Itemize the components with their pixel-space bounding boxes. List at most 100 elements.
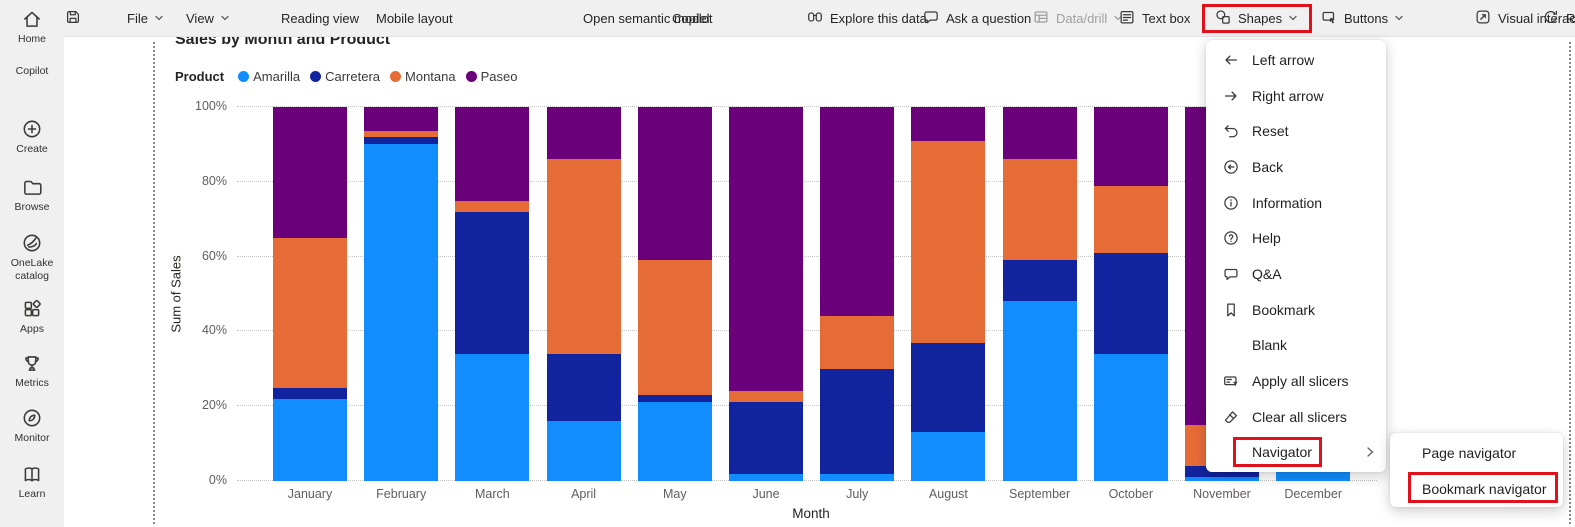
menu-item-navigator[interactable]: Navigator <box>1206 435 1386 471</box>
menu-item-information[interactable]: Information <box>1206 185 1386 221</box>
menu-item-q-a[interactable]: Q&A <box>1206 256 1386 292</box>
bar-segment-may-montana[interactable] <box>637 260 712 395</box>
legend-item-carretera[interactable]: Carretera <box>310 69 380 84</box>
toolbar-item-copilot[interactable]: Copilot <box>672 10 713 26</box>
bar-segment-august-amarilla[interactable] <box>911 432 986 481</box>
toolbar-item-file[interactable]: File <box>127 0 164 36</box>
submenu-item-bookmark-navigator[interactable]: Bookmark navigator <box>1422 480 1547 497</box>
sidebar-item-browse[interactable]: Browse <box>0 176 64 214</box>
y-axis-title: Sum of Sales <box>168 255 184 333</box>
bar-segment-january-paseo[interactable] <box>273 107 347 238</box>
bar-segment-october-carretera[interactable] <box>1093 252 1168 354</box>
bar-segment-january-amarilla[interactable] <box>273 398 347 481</box>
bar-segment-april-amarilla[interactable] <box>546 421 621 481</box>
gridline <box>237 255 1377 257</box>
bar-segment-april-montana[interactable] <box>546 159 621 354</box>
bar-segment-july-montana[interactable] <box>820 316 895 369</box>
bar-segment-august-carretera[interactable] <box>911 342 986 433</box>
bar-segment-march-carretera[interactable] <box>455 211 530 354</box>
bar-segment-april-paseo[interactable] <box>546 107 621 160</box>
toolbar-item-explore-this-data[interactable]: Explore this data <box>806 0 927 36</box>
toolbar-item-reading-view[interactable]: Reading view <box>281 10 360 26</box>
bar-segment-september-amarilla[interactable] <box>1002 301 1077 481</box>
legend-item-amarilla[interactable]: Amarilla <box>238 69 300 84</box>
bar-segment-june-carretera[interactable] <box>729 402 803 474</box>
bar-segment-february-paseo[interactable] <box>364 107 439 132</box>
bar-segment-june-montana[interactable] <box>729 391 803 403</box>
bar-segment-march-montana[interactable] <box>455 200 530 212</box>
toolbar-item-save-icon[interactable] <box>64 0 88 36</box>
sidebar-item-copilot[interactable]: Copilot <box>15 65 49 77</box>
information-icon <box>1221 193 1241 213</box>
bar-june <box>729 107 803 481</box>
submenu-item-page-navigator[interactable]: Page navigator <box>1422 444 1517 461</box>
bar-segment-october-montana[interactable] <box>1093 185 1168 253</box>
sidebar-item-learn[interactable]: Learn <box>0 463 64 501</box>
x-tick-label: October <box>1108 487 1154 501</box>
y-tick-label: 80% <box>201 173 227 188</box>
sidebar-item-apps[interactable]: Apps <box>0 298 64 336</box>
menu-item-bookmark[interactable]: Bookmark <box>1206 292 1386 328</box>
bar-march <box>455 107 530 481</box>
sidebar-item-onelake-catalog[interactable]: OneLake catalog <box>0 232 64 282</box>
bar-segment-august-montana[interactable] <box>911 140 986 343</box>
menu-item-right-arrow[interactable]: Right arrow <box>1206 78 1386 114</box>
legend-item-paseo[interactable]: Paseo <box>465 69 517 84</box>
toolbar-item-ask-a-question[interactable]: Ask a question <box>922 0 1031 36</box>
bar-february <box>364 107 439 481</box>
bar-segment-february-carretera[interactable] <box>364 136 439 145</box>
y-tick-label: 60% <box>201 248 227 263</box>
toolbar-item-data-drill[interactable]: Data/drill <box>1032 0 1123 36</box>
sidebar-item-metrics[interactable]: Metrics <box>0 352 64 390</box>
sidebar-item-create[interactable]: Create <box>0 118 64 156</box>
menu-item-reset[interactable]: Reset <box>1206 113 1386 149</box>
toolbar-item-open-semantic-model[interactable]: Open semantic model <box>583 10 710 26</box>
menu-item-back[interactable]: Back <box>1206 149 1386 185</box>
toolbar-item-buttons[interactable]: Buttons <box>1320 0 1404 36</box>
sidebar-item-monitor[interactable]: Monitor <box>0 407 64 445</box>
legend-item-montana[interactable]: Montana <box>390 69 456 84</box>
bar-segment-february-montana[interactable] <box>364 131 439 137</box>
bar-segment-may-paseo[interactable] <box>637 107 712 261</box>
menu-item-blank[interactable]: Blank <box>1252 337 1288 354</box>
bar-segment-august-paseo[interactable] <box>911 107 986 141</box>
toolbar-item-shapes[interactable]: Shapes <box>1214 0 1298 36</box>
bar-segment-july-amarilla[interactable] <box>820 473 895 481</box>
bar-segment-november-amarilla[interactable] <box>1185 477 1259 481</box>
bar-segment-april-carretera[interactable] <box>546 353 621 422</box>
bar-segment-october-paseo[interactable] <box>1093 107 1168 186</box>
bar-segment-june-paseo[interactable] <box>729 107 803 392</box>
bar-segment-september-carretera[interactable] <box>1002 260 1077 302</box>
x-tick-label: November <box>1193 487 1251 501</box>
x-tick-label: March <box>475 487 510 501</box>
menu-item-apply-all-slicers[interactable]: Apply all slicers <box>1206 363 1386 399</box>
toolbar-item-view[interactable]: View <box>186 0 230 36</box>
menu-item-clear-all-slicers[interactable]: Clear all slicers <box>1206 399 1386 435</box>
bar-segment-march-amarilla[interactable] <box>455 353 530 481</box>
bar-segment-march-paseo[interactable] <box>455 107 530 201</box>
bar-segment-october-amarilla[interactable] <box>1093 353 1168 481</box>
bar-segment-july-paseo[interactable] <box>820 107 895 317</box>
bar-segment-september-montana[interactable] <box>1002 159 1077 261</box>
bar-segment-may-amarilla[interactable] <box>637 402 712 481</box>
menu-item-left-arrow[interactable]: Left arrow <box>1206 42 1386 78</box>
shapes-icon <box>1214 8 1232 29</box>
menu-item-help[interactable]: Help <box>1206 220 1386 256</box>
y-tick-label: 20% <box>201 398 227 413</box>
bar-segment-january-montana[interactable] <box>273 237 347 388</box>
legend-dot <box>465 71 477 82</box>
bar-segment-january-carretera[interactable] <box>273 387 347 399</box>
bar-segment-february-amarilla[interactable] <box>364 144 439 481</box>
bar-segment-june-amarilla[interactable] <box>729 473 803 481</box>
legend-label: Montana <box>405 69 456 84</box>
sidebar-item-home[interactable]: Home <box>0 8 64 46</box>
toolbar-item-refresh[interactable]: Refresh <box>1542 0 1575 36</box>
bar-segment-july-carretera[interactable] <box>820 368 895 474</box>
bar-september <box>1002 107 1077 481</box>
bar-segment-may-carretera[interactable] <box>637 395 712 403</box>
toolbar-item-text-box[interactable]: Text box <box>1118 0 1190 36</box>
bar-segment-september-paseo[interactable] <box>1002 107 1077 160</box>
apps-icon <box>21 298 43 320</box>
toolbar-item-mobile-layout[interactable]: Mobile layout <box>376 10 453 26</box>
